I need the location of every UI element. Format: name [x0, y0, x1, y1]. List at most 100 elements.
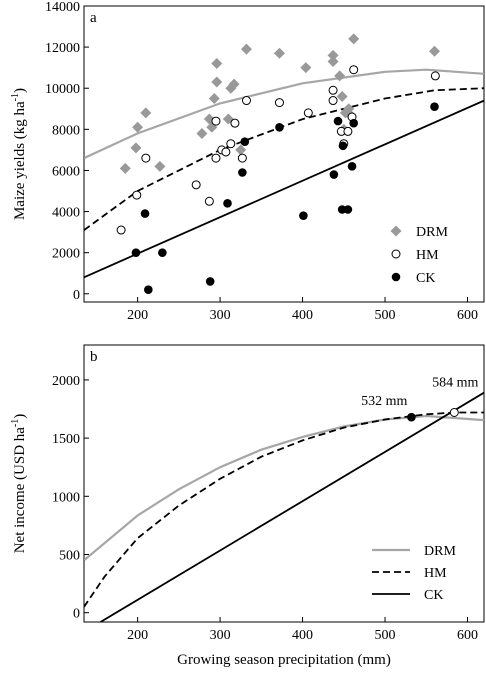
- panel-a-x-tick-label: 400: [292, 308, 313, 323]
- annotation-point-584: [449, 408, 459, 418]
- panel-a-point-ck: [329, 170, 339, 179]
- panel-a-x-tick-label: 200: [127, 308, 148, 323]
- panel-a-point-ck: [349, 118, 358, 128]
- panel-a-point-hm: [211, 153, 221, 163]
- panel-a-legend-label-hm: HM: [416, 248, 439, 263]
- panel-a-y-tick-label: 14000: [45, 0, 80, 15]
- panel-a-point-drm: [211, 76, 223, 88]
- panel-b-y-tick-label: 1000: [52, 490, 80, 505]
- panel-b: b 532 mm 584 mm 200 300 400 500 600 0 500 1000 15…: [10, 344, 485, 668]
- panel-a-point-hm: [132, 190, 142, 200]
- panel-a-point-ck: [275, 122, 284, 132]
- panel-a-legend-marker-ck: [391, 272, 401, 282]
- panel-a-point-hm: [349, 65, 359, 75]
- panel-a-point-ck: [430, 102, 439, 112]
- panel-a-fit-ck: [84, 99, 484, 279]
- panel-a-point-drm: [119, 162, 131, 174]
- panel-a-point-drm: [348, 33, 360, 45]
- annotation-point-532: [407, 412, 416, 422]
- panel-a-x-tick-label: 500: [375, 308, 396, 323]
- panel-b-legend: DRM HM CK: [372, 544, 456, 603]
- panel-b-x-tick-label: 200: [127, 628, 148, 643]
- panel-b-legend-label-drm: DRM: [424, 544, 456, 559]
- panel-a-point-hm: [241, 96, 251, 106]
- panel-a-point-hm: [230, 118, 240, 128]
- panel-a-y-axis-label-main: Maize yields (kg ha: [12, 101, 28, 220]
- panel-a-point-drm: [240, 43, 252, 55]
- panel-a-legend-label-ck: CK: [416, 271, 435, 286]
- panel-b-line-ck: [100, 391, 484, 622]
- panel-b-y-axis-label-close: ): [12, 414, 28, 419]
- panel-a-legend-label-drm: DRM: [416, 225, 448, 240]
- panel-a-y-tick-label: 6000: [52, 164, 80, 179]
- panel-b-legend-label-hm: HM: [424, 566, 447, 581]
- panel-b-y-axis-label: Net income (USD ha-1): [10, 414, 28, 554]
- x-axis-label: Growing season precipitation (mm): [177, 652, 391, 668]
- panel-a-point-ck: [238, 168, 247, 177]
- panel-a-fit-drm: [84, 68, 484, 160]
- panel-b-x-tick-label: 500: [375, 628, 396, 643]
- panel-b-y-tick-label: 2000: [52, 374, 80, 389]
- panel-a-point-hm: [303, 108, 313, 118]
- panel-a-y-axis-label-sup: -1: [10, 93, 21, 101]
- panel-a-point-hm: [328, 96, 338, 106]
- panel-a-point-hm: [204, 196, 214, 206]
- panel-a-point-hm: [191, 180, 201, 190]
- panel-a-point-hm: [343, 126, 353, 136]
- panel-a-point-drm: [327, 49, 339, 61]
- panel-a-y-axis-label: Maize yields (kg ha-1): [10, 88, 28, 220]
- panel-a-y-tick-label: 4000: [52, 206, 80, 221]
- panel-a-y-tick-label: 10000: [45, 82, 80, 97]
- panel-a-point-hm: [328, 85, 338, 95]
- panel-a-point-hm: [237, 153, 247, 163]
- panel-b-x-tick-label: 300: [210, 628, 231, 643]
- panel-b-label: b: [90, 349, 98, 365]
- panel-a-point-hm: [226, 139, 236, 149]
- panel-a-point-hm: [141, 153, 151, 163]
- panel-b-legend-label-ck: CK: [424, 588, 443, 603]
- panel-b-x-tick-label: 400: [292, 628, 313, 643]
- panel-a-point-ck: [338, 141, 348, 151]
- panel-a-frame: [83, 5, 485, 303]
- panel-a-point-drm: [336, 90, 348, 102]
- panel-a-point-ck: [343, 205, 353, 214]
- panel-a-point-drm: [211, 58, 223, 70]
- panel-a-point-ck: [205, 277, 215, 286]
- panel-a-y-tick-label: 12000: [45, 41, 80, 56]
- panel-a-y-tick-label: 0: [73, 288, 80, 303]
- panel-b-line-drm: [84, 414, 484, 562]
- panel-a-legend-marker-hm: [391, 249, 401, 259]
- panel-a-point-drm: [235, 144, 247, 156]
- panel-a-x-tick-label: 300: [210, 308, 231, 323]
- panel-a-point-ck: [299, 211, 308, 220]
- panel-a-point-drm: [196, 127, 208, 139]
- panel-a-point-hm: [211, 116, 221, 126]
- panel-a-point-ck: [240, 137, 250, 146]
- panel-a-point-drm: [130, 142, 142, 154]
- panel-a-point-ck: [223, 199, 232, 208]
- panel-a-point-drm: [132, 121, 144, 133]
- panel-a-point-drm: [140, 107, 152, 119]
- panel-a-point-drm: [300, 62, 312, 74]
- panel-b-x-tick-label: 600: [457, 628, 478, 643]
- panel-a-y-tick-label: 2000: [52, 247, 80, 262]
- panel-a-point-drm: [228, 78, 240, 90]
- panel-b-y-tick-label: 0: [73, 607, 80, 622]
- panel-b-line-hm: [84, 411, 484, 608]
- panel-a-point-hm: [221, 147, 231, 157]
- panel-a-point-drm: [334, 70, 346, 82]
- panel-b-y-axis-label-main: Net income (USD ha: [12, 427, 28, 554]
- panel-a-y-tick-label: 8000: [52, 123, 80, 138]
- panel-a-point-drm: [208, 93, 220, 104]
- panel-a-point-drm: [154, 160, 166, 172]
- panel-a-point-drm: [273, 47, 285, 59]
- panel-a-point-hm: [430, 71, 440, 81]
- panel-a-label: a: [90, 10, 97, 26]
- panel-b-y-tick-label: 1500: [52, 432, 80, 447]
- panel-a-point-ck: [158, 248, 167, 257]
- panel-a-point-ck: [140, 209, 150, 218]
- panel-b-y-axis-label-sup: -1: [10, 419, 21, 427]
- panel-a-point-ck: [131, 248, 141, 257]
- panel-a-point-drm: [429, 45, 441, 57]
- panel-a-point-hm: [116, 225, 126, 235]
